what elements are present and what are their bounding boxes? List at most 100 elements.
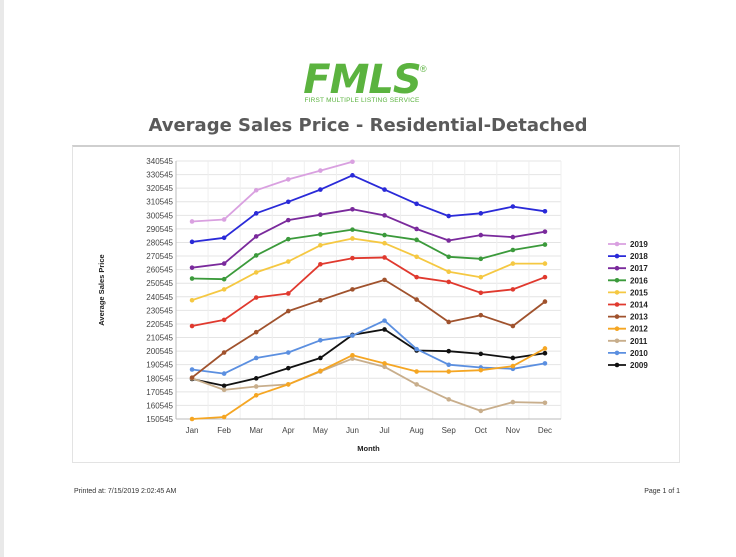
x-tick-label: Oct (475, 426, 488, 435)
series-2014-point (414, 274, 419, 280)
legend-label-2012: 2012 (630, 325, 648, 334)
series-2016-point (189, 276, 195, 281)
y-axis-title: Average Sales Price (97, 254, 106, 325)
y-tick-label: 290545 (146, 225, 173, 234)
series-2018-point (446, 213, 452, 219)
series-2010-point (221, 371, 227, 376)
series-2015-point (542, 261, 548, 266)
series-2009-point (510, 355, 516, 361)
page-edge (0, 0, 4, 557)
x-tick-label: Jul (379, 426, 389, 435)
series-2015-point (382, 240, 387, 246)
x-tick-label: May (313, 426, 328, 435)
series-2010-point (350, 333, 355, 338)
series-2019-point (221, 217, 227, 222)
legend-marker-2013 (614, 314, 620, 319)
line-chart: 150545 160545 170545 180545 190545 200545 2105… (97, 157, 648, 453)
series-2017-point (542, 229, 548, 234)
series-2009-point (542, 350, 548, 356)
series-2018-point (542, 209, 548, 214)
series-2011-point (510, 399, 516, 405)
legend-label-2017: 2017 (630, 264, 648, 273)
legend-marker-2014 (614, 302, 620, 307)
series-2017-point (189, 265, 195, 270)
series-2012-point (285, 382, 291, 387)
series-2009-point (446, 348, 452, 354)
series-2012-point (510, 363, 516, 369)
series-2017-point (350, 206, 355, 212)
y-tick-label: 340545 (146, 157, 173, 166)
legend-marker-2010 (614, 350, 620, 356)
legend-label-2010: 2010 (630, 349, 648, 358)
series-2015-point (478, 274, 484, 280)
legend-marker-2012 (614, 326, 620, 331)
series-2010-point (285, 350, 291, 355)
series-2012-point (253, 392, 259, 398)
series-2015-point (285, 259, 291, 264)
series-2019-point (189, 219, 195, 224)
y-tick-label: 280545 (146, 238, 173, 247)
y-tick-label: 150545 (146, 415, 173, 424)
series-2018-point (221, 235, 227, 241)
legend-marker-2009 (614, 362, 620, 368)
series-2017-point (414, 226, 419, 232)
legend-marker-2018 (614, 253, 620, 259)
series-2016-point (382, 232, 387, 238)
y-tick-label: 260545 (146, 266, 173, 275)
legend-marker-2016 (614, 278, 620, 283)
x-tick-label: Apr (282, 426, 295, 435)
series-2011-point (350, 356, 355, 361)
page-number: Page 1 of 1 (644, 488, 680, 495)
series-2014-point (189, 323, 195, 329)
series-2017-point (382, 213, 387, 218)
legend-marker-2011 (614, 338, 620, 344)
series-2010-point (542, 361, 548, 366)
series-2018-point (253, 211, 259, 216)
series-2011-point (382, 364, 387, 370)
fmls-logo: FMLS ® FIRST MULTIPLE LISTING SERVICE (296, 60, 436, 110)
series-2019-point (350, 159, 355, 165)
logo-registered-mark: ® (420, 64, 427, 74)
legend-marker-2019 (614, 241, 620, 247)
series-2011-point (478, 408, 484, 414)
series-2012-point (189, 416, 195, 422)
series-2013-point (318, 297, 323, 303)
series-2015-point (446, 269, 452, 275)
series-2017-point (446, 238, 452, 243)
series-2010-point (446, 362, 452, 368)
y-tick-label: 320545 (146, 184, 173, 193)
series-2016-point (221, 276, 227, 282)
logo-subtitle: FIRST MULTIPLE LISTING SERVICE (304, 97, 420, 104)
x-tick-label: Feb (217, 426, 231, 435)
series-2015-point (221, 287, 227, 292)
series-2012-point (318, 368, 323, 374)
series-2014-line (191, 256, 546, 327)
series-2009-point (285, 365, 291, 371)
series-2010-point (318, 338, 323, 343)
series-2019-point (253, 187, 259, 193)
series-2017-point (318, 212, 323, 217)
series-2013-point (478, 312, 484, 318)
series-2019-line (191, 160, 353, 223)
series-2010-point (414, 346, 419, 352)
chart-container: 150545 160545 170545 180545 190545 200545 2105… (72, 145, 680, 463)
series-2015-point (350, 236, 355, 241)
series-2013-point (510, 323, 516, 329)
legend-label-2014: 2014 (630, 301, 648, 310)
series-2012-line (191, 347, 546, 420)
series-2011-point (446, 397, 452, 402)
series-2015-point (318, 242, 323, 248)
series-2017-point (478, 232, 484, 238)
series-2012-point (446, 369, 452, 374)
series-2015-point (253, 270, 259, 275)
legend-marker-2015 (614, 290, 620, 295)
series-2014-point (542, 274, 548, 280)
x-tick-label: Mar (249, 426, 263, 435)
y-tick-label: 230545 (146, 306, 173, 315)
series-2015-line (191, 237, 545, 302)
series-2009-point (318, 355, 323, 361)
legend-label-2019: 2019 (630, 240, 648, 249)
legend-label-2016: 2016 (630, 276, 648, 285)
series-2019-point (285, 177, 291, 182)
series-2010-point (382, 318, 387, 323)
